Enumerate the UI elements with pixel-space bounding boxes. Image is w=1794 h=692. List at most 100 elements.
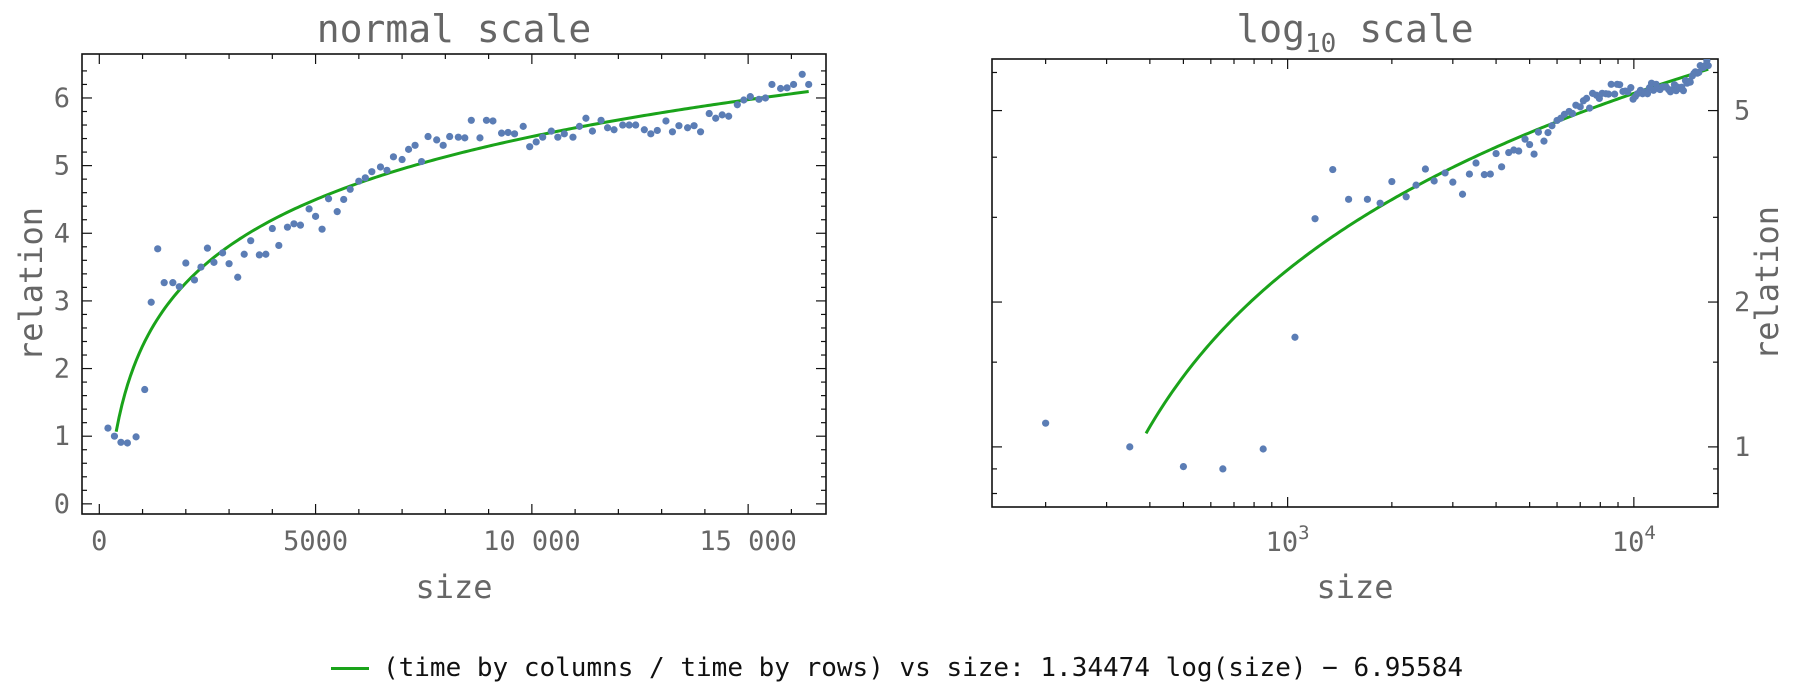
data-point <box>324 195 333 203</box>
data-point <box>668 128 677 136</box>
data-point <box>355 177 363 185</box>
data-point <box>104 424 112 432</box>
data-point <box>454 133 462 141</box>
data-point <box>169 279 177 287</box>
x-axis-label: size <box>415 568 492 606</box>
figure: normal scale size relation 0 5000 10 000 15 00… <box>12 7 1786 606</box>
data-point <box>1179 462 1188 471</box>
data-point <box>640 126 648 134</box>
data-point <box>247 237 255 245</box>
data-point <box>175 283 183 291</box>
data-point <box>1486 170 1494 178</box>
y-tick-label: 2 <box>54 354 70 385</box>
data-point <box>1449 178 1457 186</box>
data-point <box>1472 159 1480 167</box>
data-point <box>532 138 540 146</box>
data-point <box>554 133 562 141</box>
data-point <box>1627 84 1635 92</box>
data-point <box>305 205 313 213</box>
data-point <box>225 260 233 268</box>
x-axis-label: size <box>1316 568 1393 606</box>
data-point <box>218 249 227 257</box>
data-point <box>1311 215 1319 223</box>
data-point <box>1604 90 1613 98</box>
data-point <box>575 122 584 130</box>
data-point <box>1582 94 1591 103</box>
y-tick-label: 3 <box>54 286 70 317</box>
data-point <box>1515 147 1523 155</box>
data-point <box>718 111 726 119</box>
data-point <box>1363 195 1372 203</box>
legend-label: (time by columns / time by rows) vs size… <box>382 653 1464 683</box>
data-point <box>625 121 633 129</box>
data-point <box>1259 445 1267 453</box>
data-point <box>398 155 406 164</box>
data-point <box>798 70 806 78</box>
data-point <box>182 259 190 267</box>
data-point <box>1544 128 1552 137</box>
data-point <box>404 145 413 153</box>
data-point <box>433 136 441 144</box>
data-point <box>675 122 683 130</box>
data-point <box>1402 193 1410 201</box>
data-point <box>1576 103 1584 111</box>
data-point <box>1412 181 1420 189</box>
data-point <box>1607 80 1615 88</box>
data-point <box>1643 90 1652 98</box>
chart-title: log10 scale <box>1236 7 1473 59</box>
data-point <box>547 127 555 135</box>
plot-frame <box>81 53 827 515</box>
y-axis-label: relation <box>1748 206 1786 360</box>
y-tick-label: 1 <box>1734 432 1750 463</box>
data-point <box>489 117 497 125</box>
data-point <box>755 95 763 103</box>
data-point <box>417 157 426 166</box>
data-point <box>761 94 770 102</box>
data-point <box>1376 199 1384 207</box>
data-point <box>275 241 283 250</box>
x-tick-label: 5000 <box>283 526 348 557</box>
data-point <box>268 224 276 233</box>
data-point <box>467 116 475 124</box>
data-point <box>504 128 512 137</box>
data-point <box>1521 135 1529 143</box>
data-point <box>424 132 432 141</box>
data-point <box>234 273 242 281</box>
data-point <box>160 279 168 287</box>
data-point <box>519 122 527 130</box>
y-tick-label: 0 <box>54 489 70 520</box>
data-point <box>1480 171 1488 179</box>
fit-curve <box>1144 67 1709 435</box>
data-point <box>662 117 670 125</box>
data-point <box>190 276 199 284</box>
data-point <box>768 80 776 89</box>
legend-swatch <box>330 666 369 670</box>
data-point <box>296 221 305 229</box>
data-point <box>1616 81 1624 89</box>
data-point <box>123 439 132 447</box>
y-axis-label: relation <box>12 207 50 361</box>
data-point <box>588 127 597 135</box>
data-point <box>560 130 568 138</box>
data-point <box>696 128 705 136</box>
data-point <box>1686 78 1694 86</box>
data-point <box>197 263 205 271</box>
data-point <box>461 134 469 142</box>
data-point <box>203 244 212 252</box>
y-tick-label: 2 <box>1734 287 1750 318</box>
data-point <box>619 121 627 129</box>
data-point <box>361 174 369 182</box>
data-point <box>569 133 577 141</box>
data-point <box>1530 150 1538 158</box>
data-point <box>210 258 218 266</box>
data-point <box>318 225 326 233</box>
data-point <box>368 168 376 176</box>
data-point <box>1568 109 1577 118</box>
data-point <box>1291 333 1299 341</box>
plot-frame <box>991 58 1719 508</box>
data-point <box>290 220 298 228</box>
data-point <box>1465 170 1474 178</box>
data-point <box>340 195 348 204</box>
data-point <box>733 101 741 109</box>
chart-title: normal scale <box>317 7 592 51</box>
